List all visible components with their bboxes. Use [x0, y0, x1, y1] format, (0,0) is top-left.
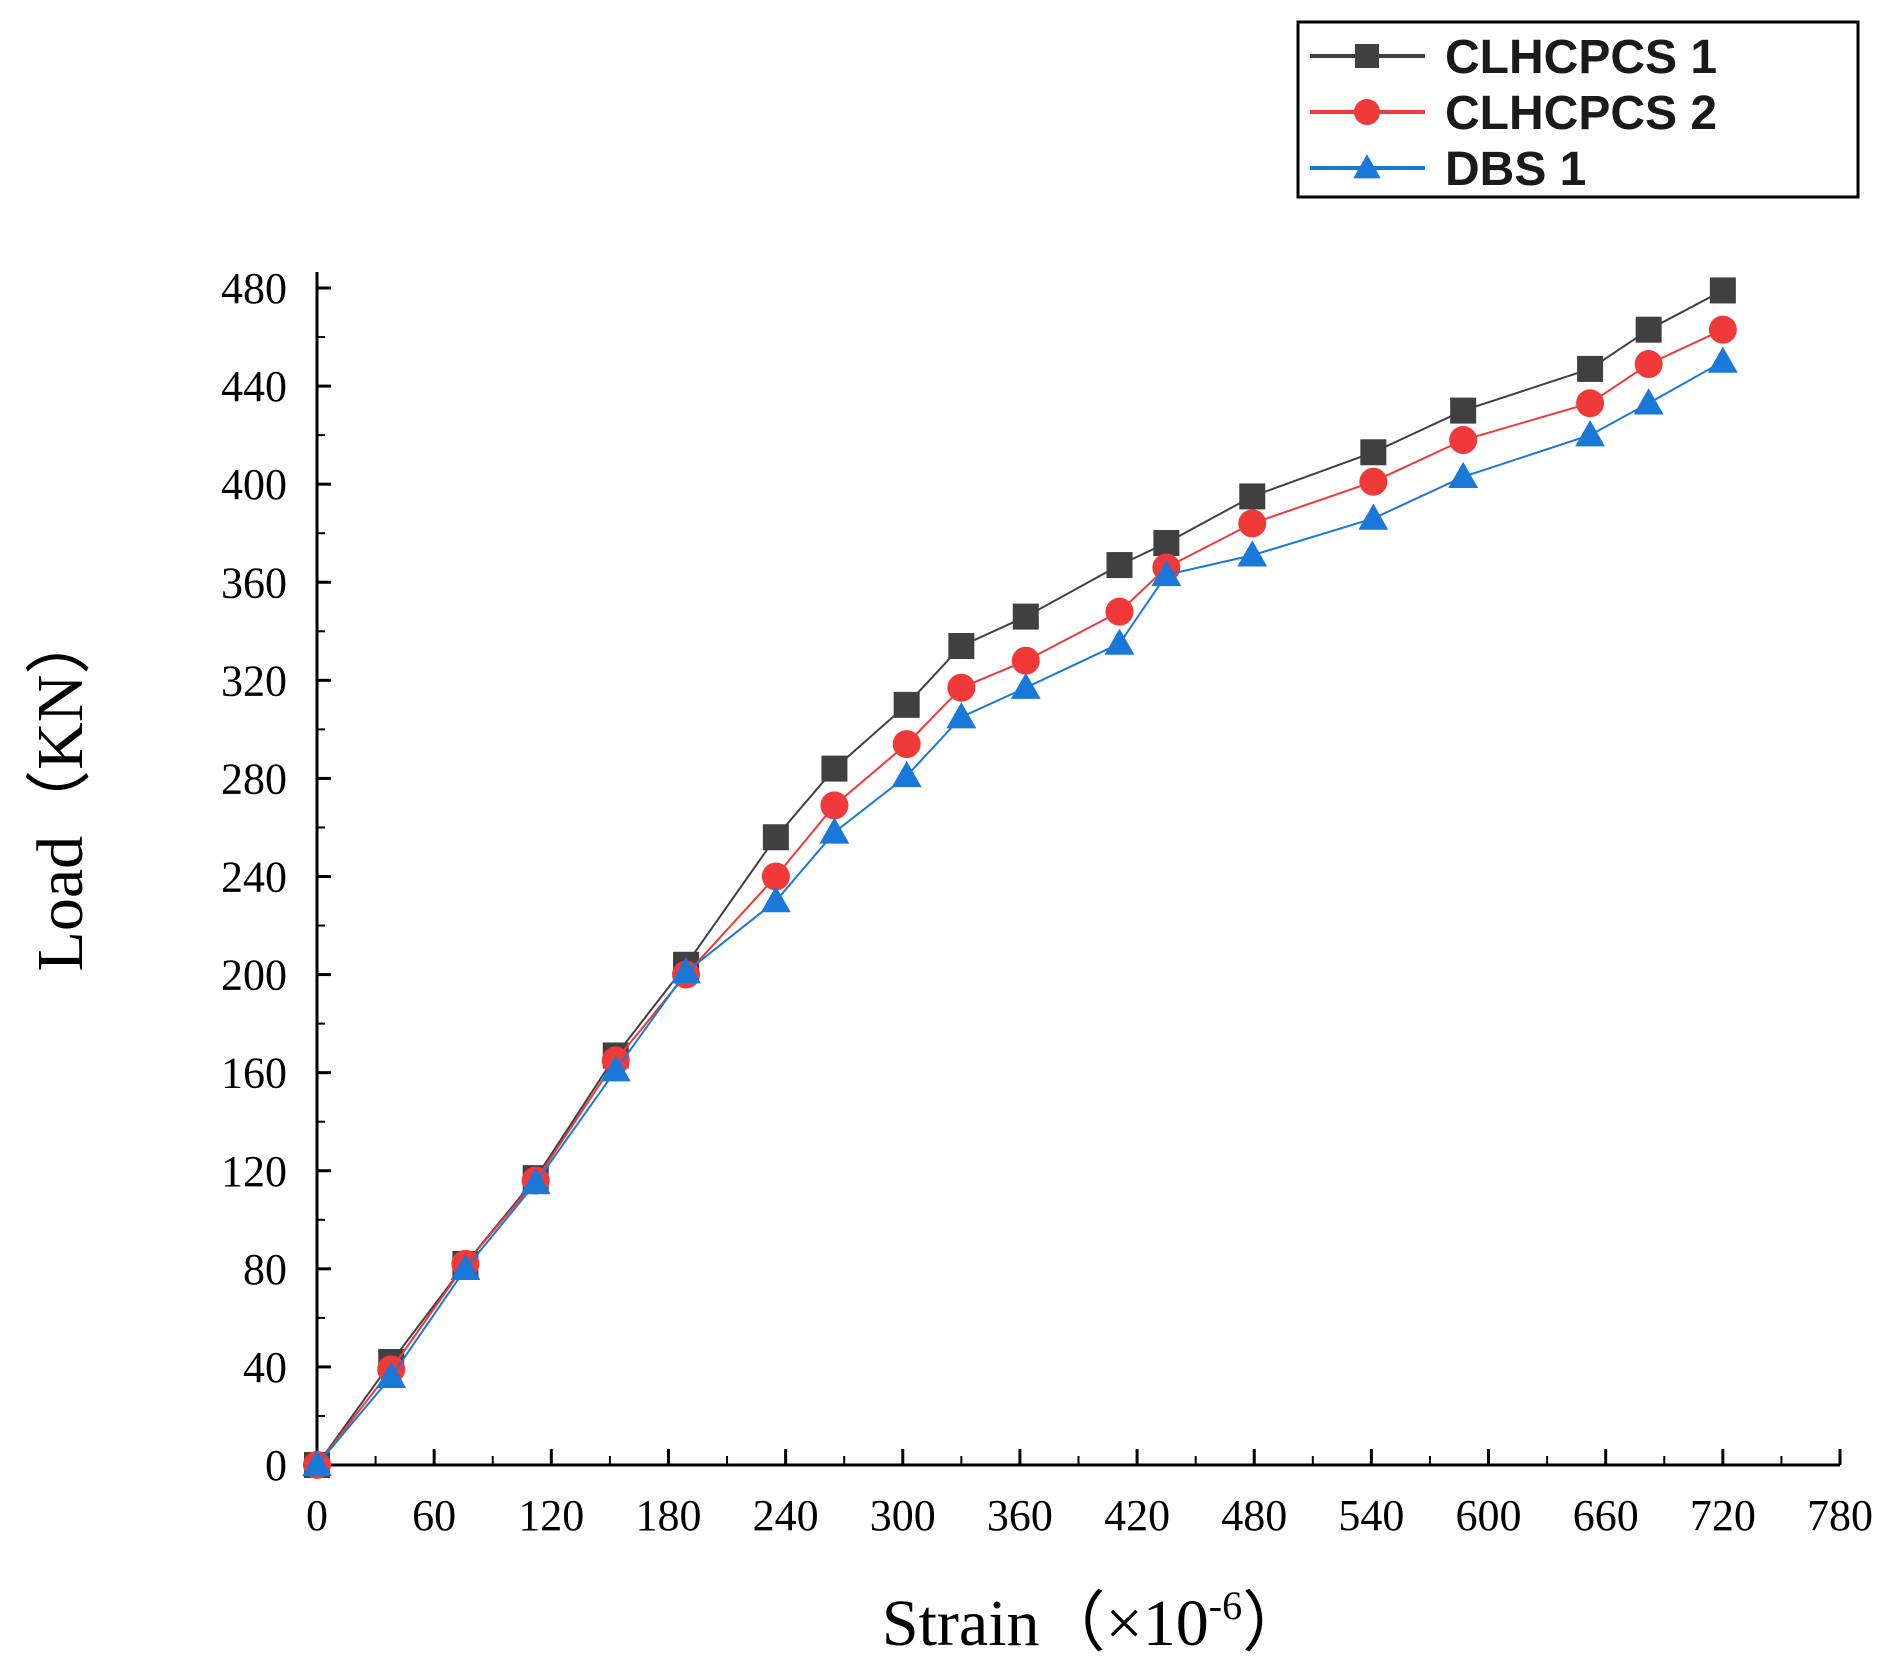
data-point: [671, 957, 701, 984]
y-tick-label: 240: [221, 853, 287, 902]
data-point: [1575, 420, 1606, 447]
data-point: [946, 702, 977, 729]
legend-marker: [1354, 99, 1380, 125]
x-tick-label: 660: [1573, 1491, 1639, 1540]
data-point: [1449, 426, 1478, 455]
legend-box: [1296, 20, 1860, 199]
data-point: [761, 862, 790, 891]
data-point: [600, 1055, 631, 1082]
y-tick-label: 280: [221, 754, 287, 803]
data-point: [1707, 346, 1738, 373]
y-axis-title: Load（KN）: [24, 609, 97, 972]
data-point: [1151, 559, 1182, 587]
data-point: [1358, 503, 1389, 530]
data-point: [302, 1450, 332, 1477]
legend-label: DBS 1: [1445, 143, 1586, 196]
data-point: [1576, 389, 1605, 418]
data-point: [1448, 461, 1479, 489]
x-tick-label: 360: [987, 1491, 1053, 1540]
data-point: [948, 633, 975, 660]
data-point: [820, 791, 849, 820]
x-tick-label: 120: [518, 1491, 584, 1540]
y-tick-label: 160: [221, 1049, 287, 1098]
x-tick-label: 0: [306, 1491, 328, 1540]
data-point: [1012, 603, 1039, 630]
data-point: [1635, 316, 1662, 343]
data-point: [1360, 439, 1387, 466]
series-2: [303, 315, 1737, 1479]
y-ticks: 0 40 80 120 160 200 240 280 320 360 400 440 480: [221, 264, 331, 1490]
legend-item: CLHCPCS 1: [1310, 31, 1717, 84]
legend-marker: [1353, 154, 1381, 179]
data-point: [450, 1253, 481, 1281]
data-point: [1106, 552, 1133, 579]
x-tick-label: 60: [412, 1491, 456, 1540]
legend-item: CLHCPCS 2: [1310, 87, 1717, 140]
data-point: [1238, 509, 1267, 538]
series-layer: [302, 277, 1738, 1479]
x-tick-label: 480: [1221, 1491, 1287, 1540]
legend-marker: [1355, 44, 1379, 68]
x-tick-label: 600: [1456, 1491, 1522, 1540]
x-tick-label: 540: [1338, 1491, 1404, 1540]
y-tick-label: 80: [243, 1245, 287, 1294]
series-line: [316, 289, 1724, 1466]
series-3: [302, 346, 1738, 1477]
y-tick-label: 200: [221, 951, 287, 1000]
x-axis-title: Strain（×10-6）: [882, 1583, 1308, 1660]
x-tick-label: 780: [1807, 1491, 1873, 1540]
axes: [315, 272, 1840, 1467]
y-tick-label: 400: [221, 460, 287, 509]
data-point: [892, 730, 921, 759]
data-point: [1153, 530, 1180, 557]
data-point: [1577, 355, 1604, 382]
x-tick-label: 720: [1690, 1491, 1756, 1540]
data-point: [891, 761, 922, 788]
data-point: [762, 824, 789, 851]
legend-label: CLHCPCS 1: [1445, 31, 1717, 84]
data-point: [819, 817, 850, 844]
data-point: [376, 1361, 407, 1388]
y-tick-label: 40: [243, 1343, 287, 1392]
data-point: [1104, 628, 1135, 655]
x-tick-label: 420: [1104, 1491, 1170, 1540]
y-tick-label: 0: [265, 1441, 287, 1490]
legend-label: CLHCPCS 2: [1445, 87, 1717, 140]
x-axis-title-main: Strain（×10: [882, 1587, 1209, 1660]
data-point: [947, 673, 976, 702]
data-point: [520, 1168, 551, 1195]
x-tick-label: 240: [753, 1491, 819, 1540]
x-tick-label: 300: [870, 1491, 936, 1540]
y-tick-label: 320: [221, 656, 287, 705]
y-tick-label: 480: [221, 264, 287, 313]
legend-item: DBS 1: [1310, 143, 1586, 196]
data-point: [1450, 397, 1477, 424]
data-point: [1011, 646, 1040, 675]
data-point: [821, 755, 848, 782]
data-point: [1634, 350, 1663, 379]
data-point: [1709, 277, 1736, 304]
data-point: [1239, 483, 1266, 510]
data-point: [893, 691, 920, 718]
data-point: [1633, 388, 1664, 415]
data-point: [1237, 540, 1268, 567]
x-tick-label: 180: [635, 1491, 701, 1540]
series-line: [316, 360, 1724, 1466]
y-tick-label: 120: [221, 1147, 287, 1196]
series-line: [316, 328, 1724, 1466]
data-point: [1105, 597, 1134, 626]
x-axis-title-superscript: -6: [1209, 1583, 1242, 1628]
data-point: [760, 886, 791, 913]
y-tick-label: 360: [221, 558, 287, 607]
data-point: [1708, 315, 1737, 344]
y-tick-label: 440: [221, 362, 287, 411]
data-point: [1359, 467, 1388, 496]
x-ticks: 0 60 120 180 240 300 360 420 480 540 600 660 720 780: [306, 1449, 1873, 1540]
data-point: [1010, 672, 1041, 699]
x-axis-title-end: ）: [1242, 1587, 1308, 1660]
